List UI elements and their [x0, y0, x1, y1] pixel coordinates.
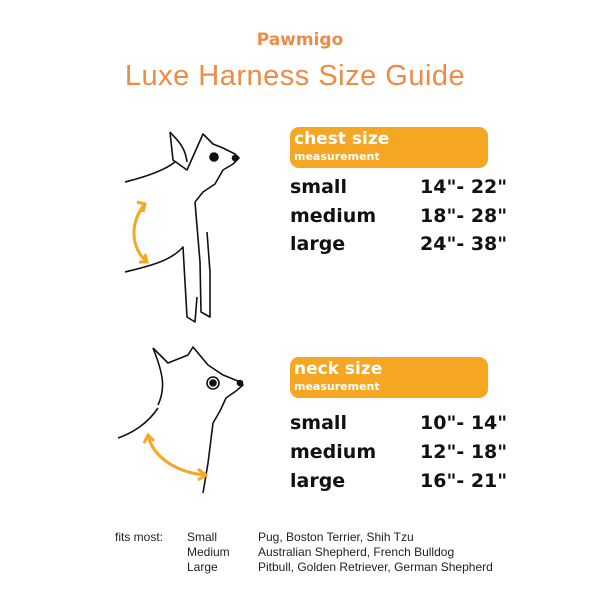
size-label: large [290, 233, 346, 255]
neck-row-medium: medium 12"- 18" [290, 441, 510, 467]
chest-row-large: large 24"- 38" [290, 233, 510, 259]
size-range: 14"- 22" [420, 176, 508, 198]
fits-most-label: fits most: [115, 530, 164, 544]
fits-breeds-row: Pitbull, Golden Retriever, German Shephe… [258, 560, 493, 574]
fits-sizes: Small Medium Large [187, 530, 230, 575]
fits-breeds-row: Australian Shepherd, French Bulldog [258, 545, 455, 559]
size-label: medium [290, 441, 377, 463]
size-range: 12"- 18" [420, 441, 508, 463]
chest-row-medium: medium 18"- 28" [290, 205, 510, 231]
fits-breeds-row: Pug, Boston Terrier, Shih Tzu [258, 530, 414, 544]
size-range: 10"- 14" [420, 412, 508, 434]
neck-size-heading: neck size [294, 359, 383, 379]
size-label: small [290, 176, 347, 198]
fits-size: Medium [187, 545, 230, 559]
neck-row-large: large 16"- 21" [290, 470, 510, 496]
dog-neck-illustration [117, 346, 244, 494]
size-label: small [290, 412, 347, 434]
neck-row-small: small 10"- 14" [290, 412, 510, 438]
brand-logo: Pawmigo [256, 30, 344, 50]
chest-row-small: small 14"- 22" [290, 176, 510, 202]
size-range: 16"- 21" [420, 470, 508, 492]
fits-size: Small [187, 530, 218, 544]
chest-size-header: chest size measurement [290, 127, 488, 168]
size-label: medium [290, 205, 377, 227]
neck-size-header: neck size measurement [290, 357, 488, 398]
dog-chest-illustration [124, 131, 240, 323]
size-range: 18"- 28" [420, 205, 508, 227]
page-title: Luxe Harness Size Guide [124, 60, 466, 92]
fits-breeds: Pug, Boston Terrier, Shih Tzu Australian… [258, 530, 493, 575]
neck-size-subheading: measurement [294, 380, 380, 393]
size-label: large [290, 470, 346, 492]
fits-size: Large [187, 560, 218, 574]
chest-size-subheading: measurement [294, 150, 380, 163]
chest-size-heading: chest size [294, 129, 390, 149]
size-range: 24"- 38" [420, 233, 508, 255]
